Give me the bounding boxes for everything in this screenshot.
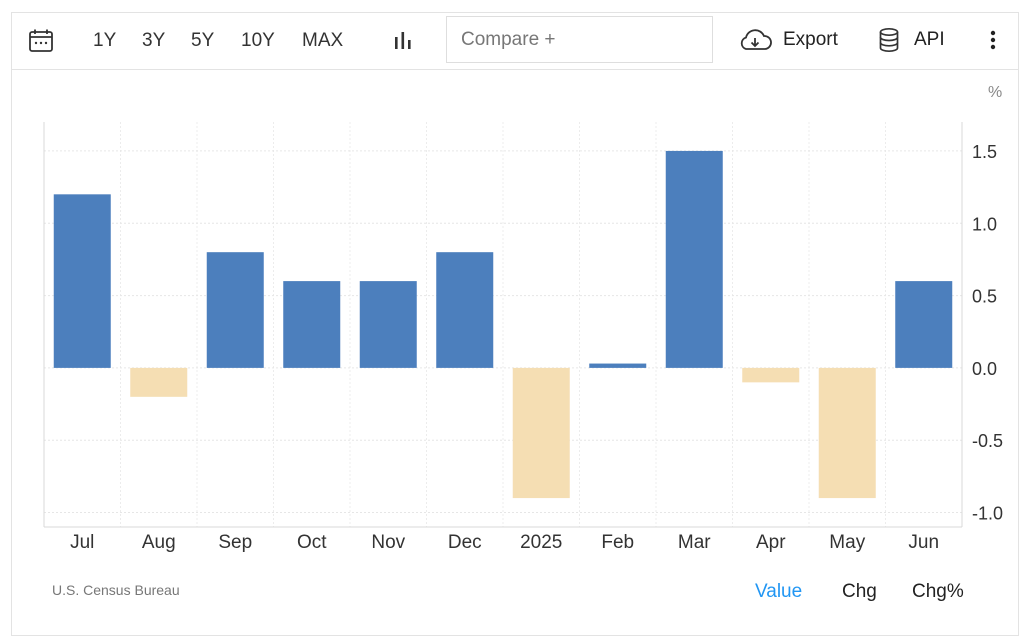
x-tick-label: Apr (756, 532, 786, 553)
bar (206, 252, 264, 368)
x-tick-label: Jun (908, 532, 939, 553)
tab-chg-percent[interactable]: Chg% (912, 581, 964, 602)
x-tick-label: Nov (371, 532, 405, 553)
chart-toolbar (11, 12, 1019, 70)
source-label: U.S. Census Bureau (52, 582, 180, 598)
bar (359, 281, 417, 368)
chart-container (11, 12, 1019, 636)
bar (130, 367, 188, 397)
bar (895, 281, 953, 368)
export-button[interactable]: Export (783, 29, 838, 50)
y-tick-label: 1.0 (972, 214, 997, 234)
bar (436, 252, 494, 368)
cloud-download-icon[interactable] (736, 26, 774, 54)
bar-chart-icon[interactable] (390, 27, 416, 53)
bar (53, 194, 111, 368)
calendar-icon[interactable] (26, 26, 56, 56)
x-tick-label: Jul (70, 532, 94, 553)
bar (665, 150, 723, 368)
x-tick-label: Oct (297, 532, 327, 553)
x-tick-label: Mar (678, 532, 711, 553)
tab-chg[interactable]: Chg (842, 581, 877, 602)
y-tick-label: 1.5 (972, 142, 997, 162)
api-button[interactable]: API (914, 29, 945, 50)
range-10y-button[interactable]: 10Y (241, 30, 275, 51)
range-5y-button[interactable]: 5Y (191, 30, 215, 51)
unit-label: % (988, 84, 1003, 101)
bar (589, 363, 647, 368)
x-tick-label: 2025 (520, 532, 562, 553)
y-tick-label: 0.5 (972, 287, 997, 307)
y-tick-label: -1.0 (972, 504, 1003, 524)
range-1y-button[interactable]: 1Y (93, 30, 117, 51)
kebab-menu-icon[interactable] (981, 27, 1005, 53)
x-tick-label: Sep (218, 532, 252, 553)
x-tick-label: Dec (448, 532, 482, 553)
y-tick-label: -0.5 (972, 431, 1003, 451)
bar (283, 281, 341, 368)
x-tick-label: Feb (601, 532, 634, 553)
range-max-button[interactable]: MAX (302, 30, 344, 51)
tab-value[interactable]: Value (755, 581, 803, 602)
database-icon[interactable] (876, 26, 902, 54)
x-tick-label: May (829, 532, 865, 553)
x-tick-label: Aug (142, 532, 176, 553)
y-tick-label: 0.0 (972, 359, 997, 379)
bar (512, 367, 570, 499)
bar (818, 367, 876, 499)
bar (742, 367, 800, 383)
range-3y-button[interactable]: 3Y (142, 30, 166, 51)
compare-input[interactable] (446, 16, 713, 63)
